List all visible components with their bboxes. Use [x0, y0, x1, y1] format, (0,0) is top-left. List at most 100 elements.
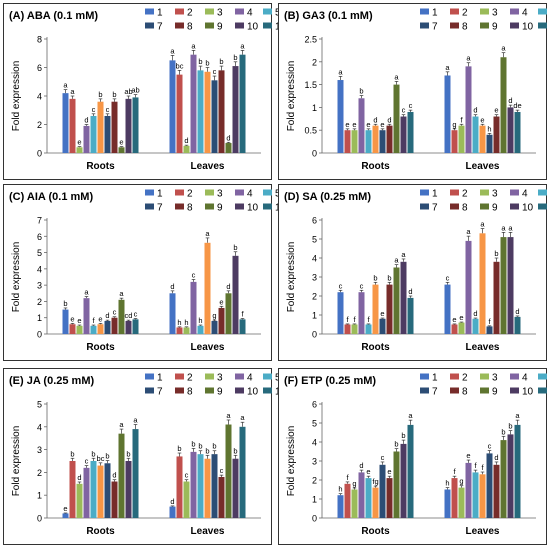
y-tick-label: 0.5	[304, 126, 317, 136]
legend-swatch-10	[235, 23, 244, 29]
bar-10-roots	[126, 99, 132, 153]
bar-9-roots	[394, 452, 400, 519]
bar-11-leaves	[515, 425, 521, 518]
significance-letter: d	[184, 136, 188, 145]
y-tick-label: 4	[37, 422, 42, 432]
bar-8-roots	[112, 318, 118, 334]
bar-9-roots	[394, 85, 400, 153]
significance-letter: b	[63, 299, 67, 308]
bar-3-leaves	[459, 488, 465, 518]
significance-letter: c	[360, 281, 364, 290]
significance-letter: c	[381, 453, 385, 462]
legend-label-7: 7	[432, 22, 438, 33]
significance-letter: e	[119, 138, 123, 147]
bar-1-leaves	[170, 60, 176, 153]
y-tick-label: 3	[312, 273, 317, 283]
bar-4-roots	[84, 468, 90, 518]
bar-6-leaves	[480, 474, 486, 518]
legend-swatch-4	[510, 374, 519, 380]
significance-letter: g	[459, 477, 463, 486]
bar-4-leaves	[466, 463, 472, 518]
legend-swatch-8	[175, 204, 184, 210]
bar-4-leaves	[466, 241, 472, 334]
legend-label-8: 8	[187, 387, 193, 398]
legend-swatch-2	[450, 190, 459, 196]
bar-6-leaves	[480, 233, 486, 334]
bar-3-roots	[77, 484, 83, 518]
bar-6-roots	[373, 488, 379, 518]
legend-label-1: 1	[157, 189, 163, 200]
bar-9-roots	[119, 434, 125, 518]
legend-label-10: 10	[522, 203, 534, 214]
y-axis-label: Fold expression	[286, 61, 297, 132]
legend-swatch-9	[480, 204, 489, 210]
bar-4-leaves	[191, 452, 197, 518]
y-tick-label: 6	[312, 216, 317, 226]
legend-label-7: 7	[157, 22, 163, 33]
legend-label-10: 10	[522, 22, 534, 33]
panel-2: (C) AIA (0.1 mM)123456789101101234567Fol…	[4, 185, 312, 361]
bar-4-leaves	[466, 66, 472, 153]
bar-7-roots	[380, 130, 386, 153]
legend-swatch-10	[235, 204, 244, 210]
bar-10-leaves	[508, 434, 514, 518]
bar-11-leaves	[240, 319, 246, 334]
significance-letter: c	[185, 471, 189, 480]
legend-swatch-7	[420, 388, 429, 394]
significance-letter: g	[352, 479, 356, 488]
significance-letter: e	[366, 467, 370, 476]
bar-2-roots	[70, 324, 76, 334]
bar-11-leaves	[515, 317, 521, 334]
significance-letter: d	[515, 307, 519, 316]
significance-letter: b	[233, 446, 237, 455]
bar-11-leaves	[240, 55, 246, 153]
legend-swatch-1	[420, 9, 429, 15]
bar-6-roots	[373, 126, 379, 153]
bar-2-leaves	[452, 130, 458, 153]
legend-label-10: 10	[247, 203, 259, 214]
significance-letter: b	[359, 87, 363, 96]
bar-2-leaves	[177, 327, 183, 334]
legend-swatch-5	[538, 190, 547, 196]
significance-letter: c	[85, 457, 89, 466]
y-tick-label: 2	[37, 297, 42, 307]
y-tick-label: 5	[37, 248, 42, 258]
legend-swatch-1	[145, 190, 154, 196]
legend-swatch-4	[235, 374, 244, 380]
panel-title: (A) ABA (0.1 mM)	[9, 10, 98, 22]
significance-letter: d	[84, 116, 88, 125]
bar-9-leaves	[226, 143, 232, 153]
y-tick-label: 0	[37, 330, 42, 340]
x-category-label: Roots	[361, 161, 390, 172]
significance-letter: h	[198, 316, 202, 325]
legend-swatch-3	[205, 9, 214, 15]
bar-7-roots	[380, 319, 386, 334]
significance-letter: g	[212, 311, 216, 320]
bar-9-leaves	[226, 293, 232, 334]
significance-letter: b	[494, 249, 498, 258]
significance-letter: b	[112, 90, 116, 99]
bar-7-leaves	[487, 326, 493, 334]
bar-10-roots	[401, 262, 407, 334]
legend-swatch-5	[263, 190, 272, 196]
bar-6-roots	[373, 285, 379, 334]
significance-letter: b	[126, 449, 130, 458]
bar-3-leaves	[184, 482, 190, 518]
legend-swatch-11	[263, 388, 272, 394]
panel-title: (F) ETP (0.25 mM)	[284, 375, 376, 387]
significance-letter: e	[70, 314, 74, 323]
legend-swatch-1	[420, 374, 429, 380]
significance-letter: e	[77, 316, 81, 325]
bar-2-leaves	[177, 75, 183, 153]
legend-swatch-7	[420, 23, 429, 29]
bar-11-roots	[133, 97, 139, 153]
bar-10-roots	[401, 117, 407, 153]
significance-letter: d	[170, 497, 174, 506]
bar-3-roots	[77, 147, 83, 153]
legend-swatch-1	[145, 9, 154, 15]
bar-2-leaves	[452, 478, 458, 518]
significance-letter: e	[459, 313, 463, 322]
significance-letter: h	[338, 485, 342, 494]
legend-label-4: 4	[247, 373, 253, 384]
